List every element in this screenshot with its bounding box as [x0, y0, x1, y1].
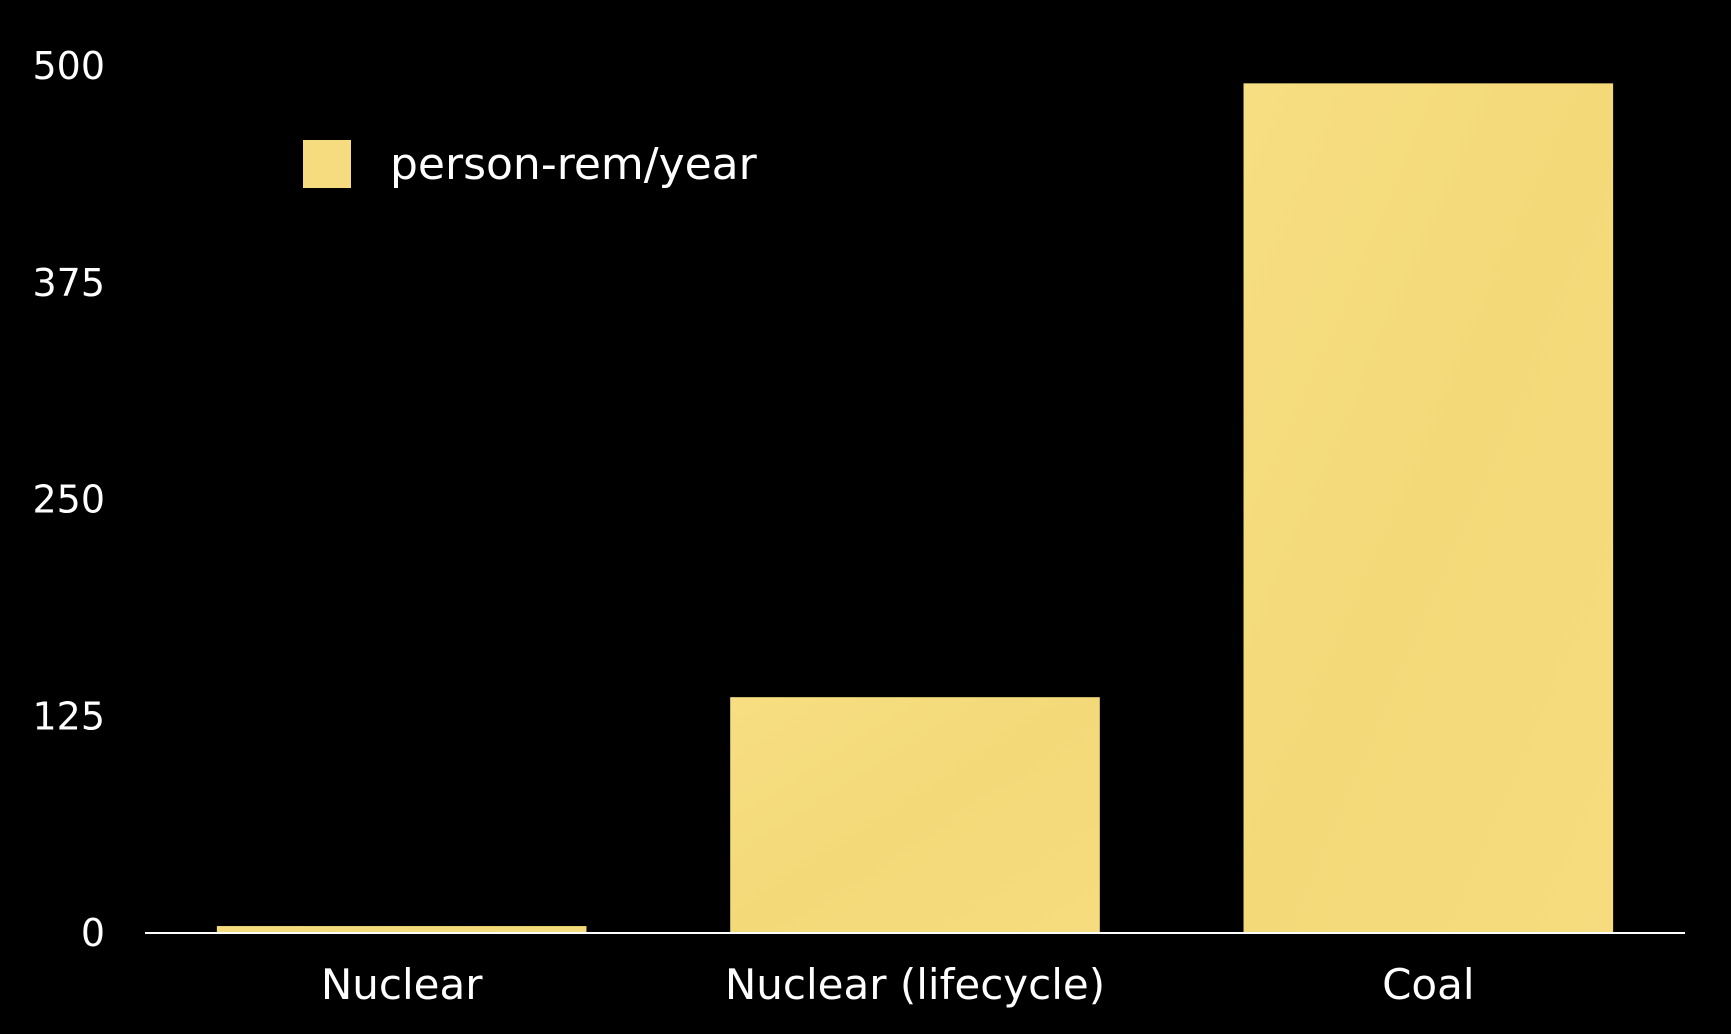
y-tick-label: 0 [81, 911, 105, 955]
bar-series [216, 83, 1614, 934]
bar-nuclear [216, 926, 587, 933]
bar-nuclear-lifecycle [730, 697, 1100, 933]
x-category-label: Nuclear (lifecycle) [725, 960, 1105, 1009]
legend-label: person-rem/year [390, 139, 758, 190]
y-tick-label: 250 [32, 478, 105, 522]
bar-coal [1243, 83, 1614, 934]
y-tick-label: 500 [32, 44, 105, 88]
y-tick-label: 375 [32, 261, 105, 305]
y-axis-ticks: 0 125 250 375 500 [32, 44, 105, 955]
x-axis-labels: Nuclear Nuclear (lifecycle) Coal [321, 960, 1475, 1009]
legend-swatch [303, 140, 351, 188]
x-category-label: Coal [1382, 960, 1474, 1009]
x-category-label: Nuclear [321, 960, 483, 1009]
legend: person-rem/year [303, 139, 758, 190]
y-tick-label: 125 [32, 694, 105, 738]
